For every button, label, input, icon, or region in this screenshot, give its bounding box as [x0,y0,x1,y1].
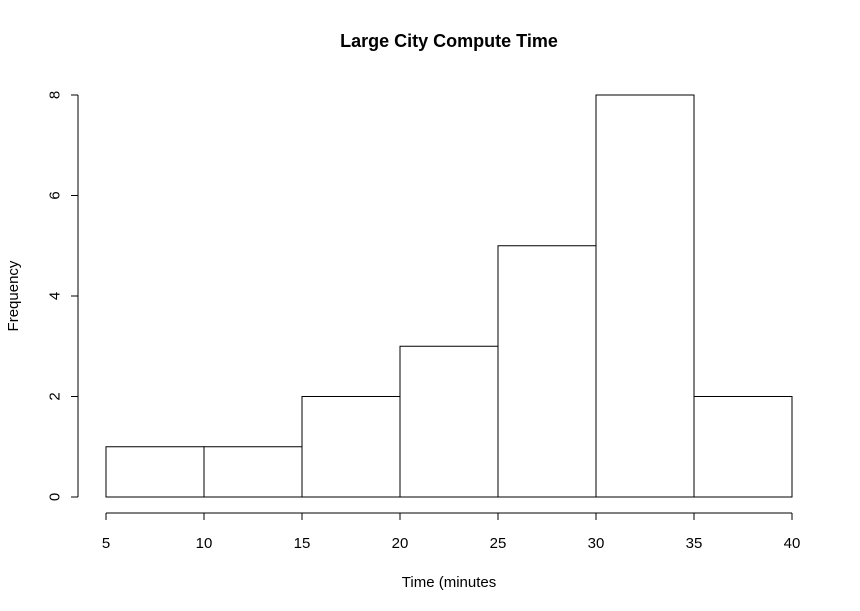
y-tick-label-0: 0 [47,493,64,501]
x-axis-label: Time (minutes [402,574,496,591]
x-tick-label-3: 20 [392,535,409,552]
x-tick-label-2: 15 [294,535,311,552]
x-tick-label-0: 5 [102,535,110,552]
y-tick-label-2: 4 [47,292,64,300]
x-tick-label-6: 35 [686,535,703,552]
histogram-bar-2 [301,396,401,498]
chart-title: Large City Compute Time [340,31,558,51]
histogram-bar-1 [203,446,303,498]
histogram-bar-6 [693,396,793,498]
y-tick-label-1: 2 [47,392,64,400]
histogram-bar-5 [595,94,695,498]
x-axis: 5 10 15 20 25 30 35 40 [102,512,801,552]
y-axis-label: Frequency [5,260,22,331]
x-tick-label-1: 10 [196,535,213,552]
y-tick-label-4: 8 [47,91,64,99]
x-tick-label-4: 25 [490,535,507,552]
histogram-bar-3 [399,345,499,498]
histogram-bar-0 [105,446,205,498]
x-tick-label-5: 30 [588,535,605,552]
x-tick-label-7: 40 [784,535,801,552]
histogram-bar-4 [497,245,597,498]
bars-layer [105,94,793,498]
y-axis: 0 2 4 6 8 [47,91,79,501]
y-tick-label-3: 6 [47,191,64,199]
